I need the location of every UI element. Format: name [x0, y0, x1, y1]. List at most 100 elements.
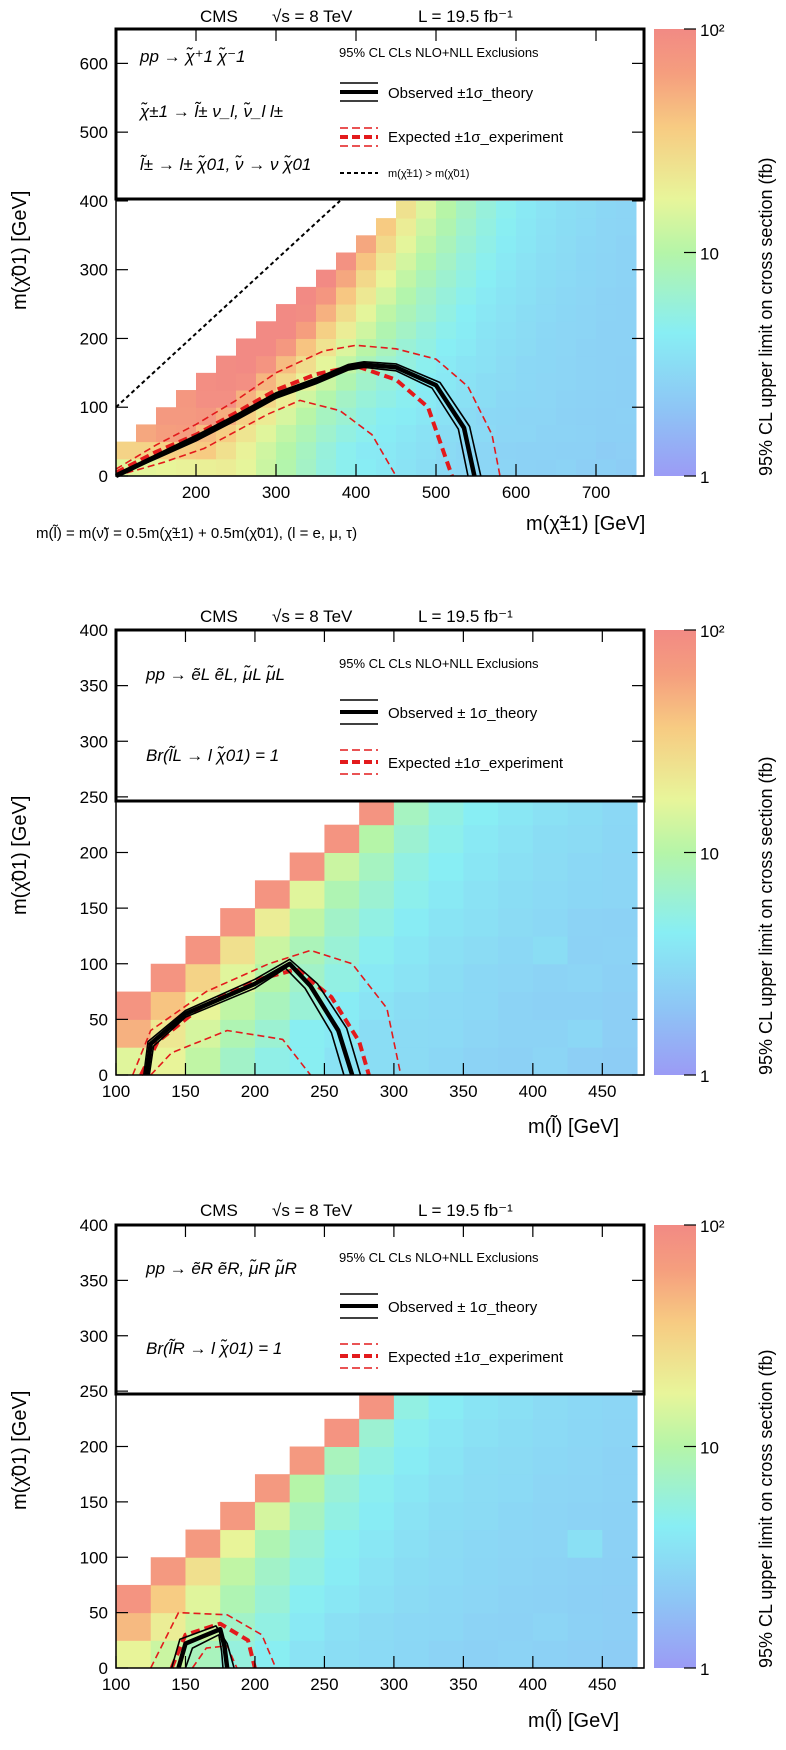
heatmap-cell [220, 1047, 256, 1076]
heatmap-cell [556, 458, 577, 477]
heatmap-cell [376, 458, 397, 477]
heatmap-cell [254, 1019, 291, 1048]
process-line-2: Br(l̃L → l χ̃01) = 1 [146, 745, 279, 765]
heatmap-cell [289, 1640, 325, 1669]
heatmap-cell [396, 200, 417, 219]
header-energy: √s = 8 TeV [272, 607, 353, 626]
heatmap-cell [516, 269, 537, 288]
heatmap-cell [576, 424, 597, 443]
z-tick-label: 1 [700, 1660, 709, 1679]
heatmap-cell [289, 1612, 325, 1641]
heatmap-cell [532, 908, 569, 937]
heatmap-cell [324, 1501, 360, 1531]
heatmap-cell [316, 269, 337, 288]
heatmap-cell [116, 441, 137, 460]
heatmap-cell [536, 321, 557, 339]
heatmap-cell [576, 372, 597, 391]
heatmap-cell [498, 935, 534, 965]
heatmap-cell [616, 458, 637, 477]
heatmap-cell [359, 1557, 395, 1586]
y-tick-label: 400 [80, 192, 108, 211]
heatmap-cell [296, 407, 317, 425]
heatmap-cell [296, 458, 317, 477]
heatmap-cell [463, 963, 499, 993]
heatmap-cell [428, 1501, 464, 1531]
heatmap-cell [359, 908, 395, 937]
heatmap-cell [256, 407, 277, 425]
heatmap-cell [428, 1474, 464, 1503]
heatmap-cell [156, 407, 177, 425]
heatmap-cell [556, 269, 577, 288]
heatmap-cell [220, 1557, 256, 1586]
heatmap-cell [532, 824, 569, 853]
heatmap-cell [336, 286, 357, 305]
heatmap-cell [185, 935, 221, 965]
heatmap-cell [296, 338, 317, 357]
x-tick-label: 450 [588, 1082, 616, 1101]
heatmap-cell [576, 321, 597, 339]
heatmap-cell [496, 286, 517, 305]
heatmap-cell [516, 286, 537, 305]
heatmap-cell [254, 908, 291, 937]
heatmap-cell [336, 304, 357, 322]
heatmap-cell [359, 1612, 395, 1641]
heatmap-cell [196, 390, 217, 408]
x-tick-label: 200 [241, 1675, 269, 1694]
heatmap-cell [596, 458, 617, 477]
heatmap-cell [428, 1640, 464, 1669]
heatmap-cell [496, 390, 517, 408]
z-tick-label: 10² [700, 622, 725, 641]
expected-band-contour [115, 399, 397, 477]
heatmap-cell [324, 1557, 360, 1586]
heatmap-cell [416, 218, 437, 236]
heatmap-cell [359, 1501, 395, 1531]
heatmap-cell [436, 355, 457, 374]
heatmap-cell [463, 908, 499, 937]
heatmap-cell [336, 269, 357, 288]
heatmap-cell [276, 304, 297, 322]
heatmap-cell [532, 852, 569, 881]
heatmap-cell [336, 252, 357, 271]
x-axis-ticks: 100 150 200 250 300 350 400 450 [102, 630, 617, 1101]
heatmap-cell [596, 269, 617, 288]
heatmap-cell [196, 372, 217, 391]
heatmap-cell [276, 407, 297, 425]
heatmap-cell [476, 458, 497, 477]
y-tick-label: 300 [80, 732, 108, 751]
heatmap-cell [536, 269, 557, 288]
heatmap-cell [359, 935, 395, 965]
x-axis-title: m(l̃) [GeV] [528, 1708, 619, 1732]
heatmap-cell [596, 304, 617, 322]
heatmap-cell [336, 321, 357, 339]
y-tick-label: 250 [80, 788, 108, 807]
heatmap-cell [556, 235, 577, 253]
heatmap-cell [396, 338, 417, 357]
legend-expected: Expected ±1σ_experiment [388, 755, 564, 772]
heatmap-cell [556, 200, 577, 219]
heatmap-cell [393, 1529, 430, 1558]
header-lumi: L = 19.5 fb⁻¹ [418, 7, 513, 26]
heatmap-cell [567, 1418, 603, 1447]
heatmap-cell [602, 1047, 638, 1076]
heatmap-cell [359, 1640, 395, 1669]
heatmap-cell [428, 1557, 464, 1586]
legend-box [114, 27, 646, 201]
color-scale-ticks: 1 10 10² [684, 21, 725, 487]
heatmap-cell [567, 1446, 603, 1475]
x-tick-label: 250 [310, 1082, 338, 1101]
expected-band-contour [191, 1645, 238, 1669]
heatmap-cell [616, 441, 637, 460]
heatmap-cell [185, 1584, 221, 1614]
y-tick-label: 500 [80, 123, 108, 142]
header-experiment: CMS [200, 7, 238, 26]
heatmap-cell [516, 441, 537, 460]
heatmap-cell [324, 908, 360, 937]
heatmap-cell [220, 1584, 256, 1614]
y-tick-label: 150 [80, 899, 108, 918]
heatmap-cell [428, 991, 464, 1020]
heatmap-cell [616, 407, 637, 425]
heatmap-cell [616, 321, 637, 339]
heatmap-cell [496, 458, 517, 477]
heatmap-cell [476, 304, 497, 322]
heatmap-cell [567, 935, 603, 965]
